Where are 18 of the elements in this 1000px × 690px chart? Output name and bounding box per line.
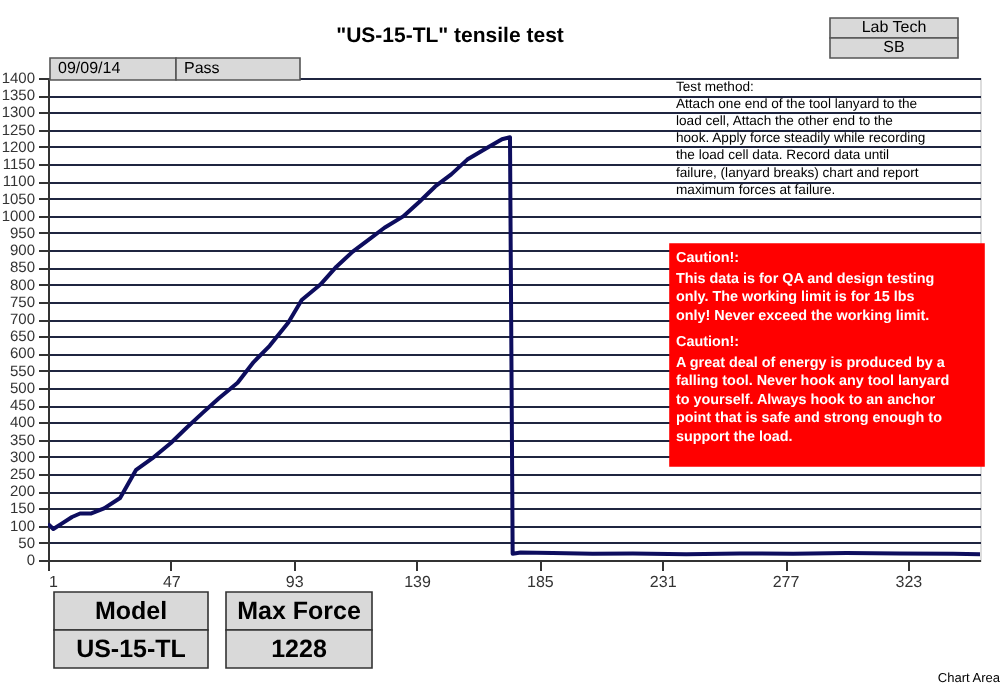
x-tick-label: 231 [649, 573, 678, 591]
text: Lab Tech [861, 18, 927, 36]
x-tick-label: 93 [285, 573, 305, 591]
text: SB [883, 38, 905, 56]
text: Pass [184, 59, 220, 77]
x-tick-label: 1 [49, 573, 59, 591]
text: Max Force [237, 597, 361, 625]
text: 1228 [271, 635, 327, 663]
x-tick-label: 277 [772, 573, 801, 591]
x-tick-label: 47 [162, 573, 182, 591]
x-tick-label: 139 [404, 573, 432, 591]
line-series [48, 135, 980, 557]
x-tick-label: 323 [895, 573, 924, 591]
text: US-15-TL [76, 635, 187, 663]
x-tick-label: 185 [527, 573, 555, 591]
text: 09/09/14 [58, 59, 122, 77]
text: Model [94, 597, 168, 625]
chart-title: "US-15-TL" tensile test [336, 24, 565, 48]
